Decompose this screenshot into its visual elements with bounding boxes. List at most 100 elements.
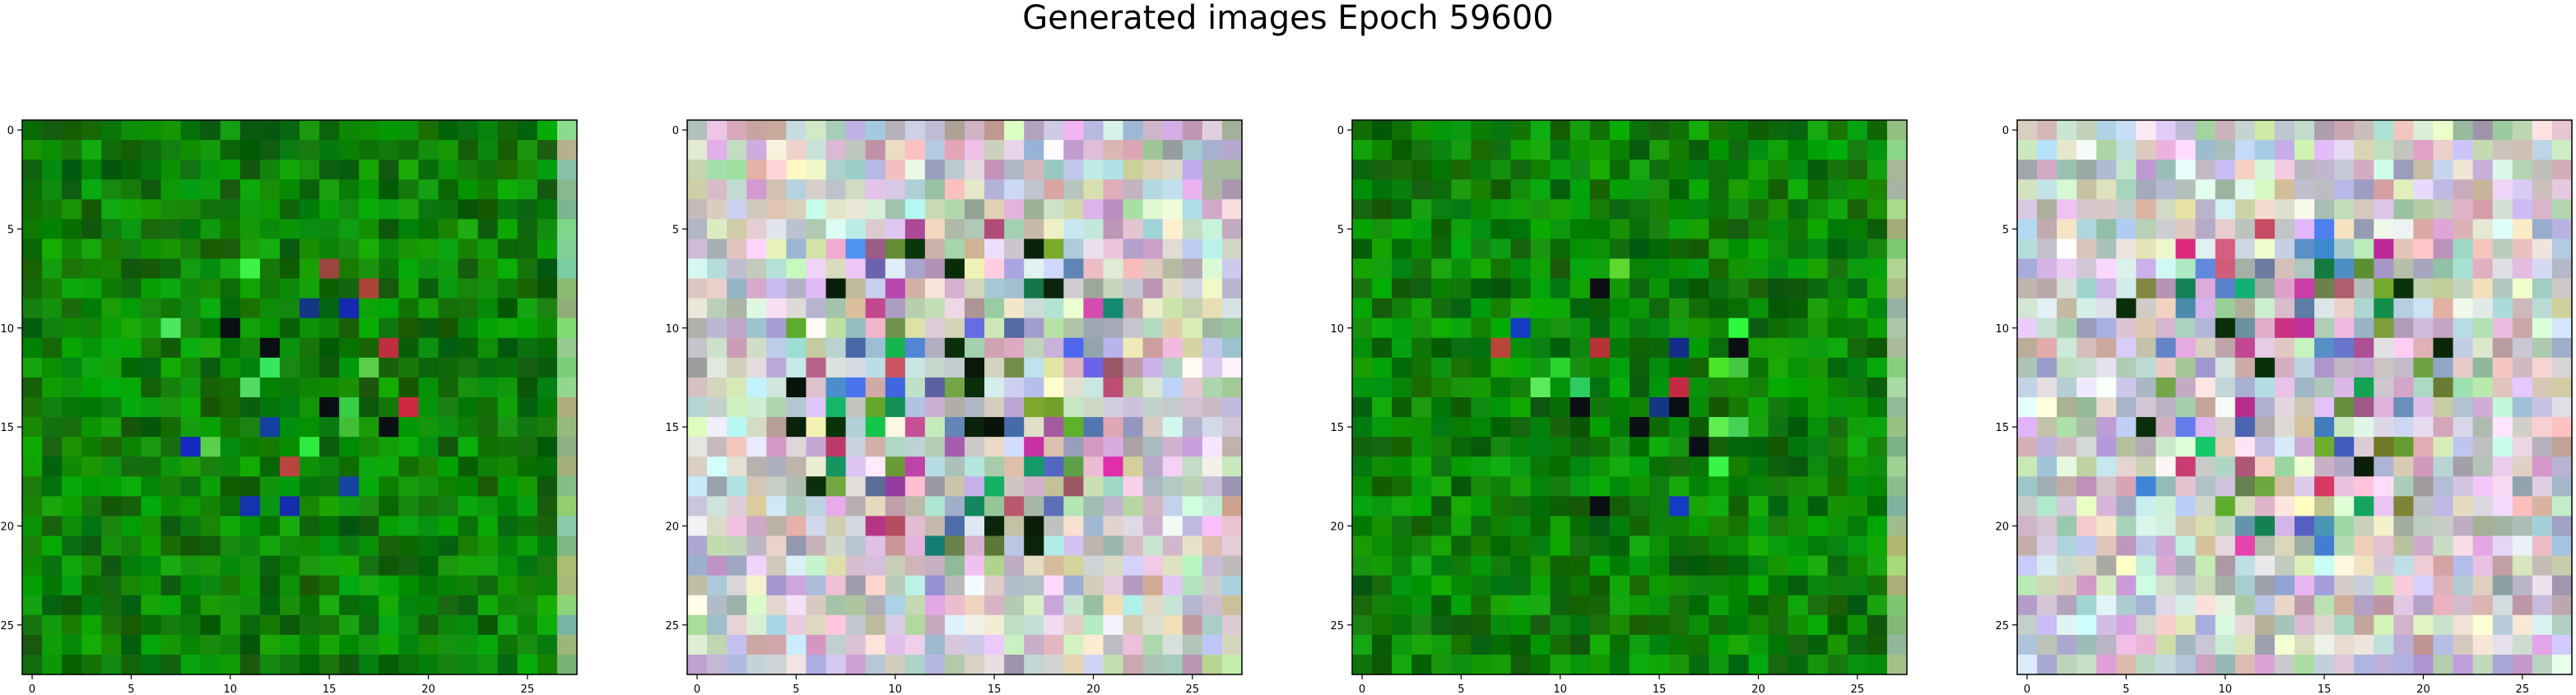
- pixel-cell: [1163, 259, 1183, 280]
- pixel-cell: [161, 160, 182, 180]
- pixel-cell: [2136, 516, 2156, 536]
- pixel-cell: [1163, 358, 1183, 378]
- pixel-cell: [727, 536, 747, 557]
- pixel-cell: [1669, 179, 1690, 200]
- pixel-cell: [1004, 635, 1025, 656]
- pixel-cell: [2096, 456, 2117, 477]
- pixel-cell: [2275, 655, 2295, 675]
- pixel-cell: [965, 456, 985, 477]
- pixel-cell: [2037, 635, 2058, 656]
- pixel-cell: [2513, 437, 2533, 457]
- pixel-cell: [2196, 456, 2216, 477]
- pixel-cell: [81, 496, 102, 517]
- pixel-cell: [2513, 516, 2533, 536]
- pixel-cell: [1808, 496, 1829, 517]
- pixel-cell: [42, 576, 63, 596]
- pixel-cell: [42, 279, 63, 299]
- pixel-cell: [2255, 160, 2276, 180]
- pixel-cell: [121, 378, 142, 398]
- pixel-cell: [2255, 456, 2276, 477]
- pixel-cell: [2196, 615, 2216, 636]
- pixel-cell: [42, 160, 63, 180]
- pixel-cell: [2017, 358, 2038, 378]
- pixel-cell: [2136, 120, 2156, 141]
- pixel-cell: [1004, 259, 1025, 280]
- pixel-cell: [319, 279, 340, 299]
- pixel-cell: [1828, 299, 1848, 319]
- pixel-cell: [2314, 140, 2335, 160]
- pixel-cell: [786, 160, 807, 180]
- pixel-cell: [1669, 378, 1690, 398]
- pixel-cell: [1411, 199, 1432, 220]
- pixel-cell: [221, 338, 241, 359]
- pixel-cell: [2116, 299, 2137, 319]
- pixel-cell: [1788, 179, 1809, 200]
- pixel-cell: [260, 437, 281, 457]
- pixel-cell: [1610, 299, 1630, 319]
- pixel-cell: [300, 160, 320, 180]
- pixel-cell: [240, 456, 261, 477]
- pixel-cell: [1828, 437, 1848, 457]
- pixel-cell: [984, 259, 1005, 280]
- pixel-cell: [1123, 239, 1144, 259]
- pixel-cell: [518, 536, 538, 557]
- pixel-cell: [518, 556, 538, 577]
- pixel-cell: [379, 496, 399, 517]
- pixel-cell: [518, 318, 538, 339]
- pixel-cell: [1044, 179, 1064, 200]
- pixel-cell: [240, 160, 261, 180]
- pixel-cell: [498, 279, 518, 299]
- pixel-cell: [786, 279, 807, 299]
- pixel-cell: [2096, 140, 2117, 160]
- pixel-cell: [806, 120, 826, 141]
- pixel-cell: [439, 378, 459, 398]
- pixel-cell: [2552, 516, 2573, 536]
- pixel-cell: [2374, 378, 2394, 398]
- pixel-cell: [557, 655, 578, 675]
- pixel-cell: [1848, 318, 1868, 339]
- pixel-cell: [1104, 279, 1124, 299]
- pixel-cell: [687, 655, 708, 675]
- pixel-cell: [925, 338, 946, 359]
- pixel-cell: [707, 259, 728, 280]
- pixel-cell: [2255, 556, 2276, 577]
- pixel-cell: [2552, 239, 2573, 259]
- pixel-cell: [1531, 417, 1551, 438]
- pixel-cell: [1769, 160, 1789, 180]
- pixel-cell: [1748, 338, 1769, 359]
- pixel-cell: [2136, 378, 2156, 398]
- pixel-cell: [2393, 239, 2414, 259]
- pixel-cell: [1222, 397, 1243, 418]
- pixel-cell: [537, 219, 558, 239]
- pixel-cell: [2235, 179, 2256, 200]
- pixel-cell: [379, 417, 399, 438]
- pixel-cell: [1590, 378, 1611, 398]
- pixel-cell: [1104, 120, 1124, 141]
- pixel-cell: [2275, 397, 2295, 418]
- pixel-cell: [240, 358, 261, 378]
- x-tick-label: 15: [323, 683, 337, 695]
- pixel-cell: [141, 219, 161, 239]
- pixel-cell: [2057, 615, 2077, 636]
- pixel-cell: [1887, 140, 1908, 160]
- pixel-cell: [1104, 179, 1124, 200]
- pixel-cell: [965, 635, 985, 656]
- pixel-cell: [2374, 496, 2394, 517]
- pixel-cell: [1202, 437, 1223, 457]
- y-tick-label: 15: [665, 422, 679, 434]
- pixel-cell: [2196, 219, 2216, 239]
- pixel-cell: [498, 318, 518, 339]
- pixel-cell: [1848, 655, 1868, 675]
- pixel-cell: [846, 576, 867, 596]
- pixel-cell: [1610, 476, 1630, 497]
- pixel-cell: [905, 397, 926, 418]
- pixel-cell: [1788, 358, 1809, 378]
- pixel-cell: [81, 219, 102, 239]
- x-tick-label: 5: [793, 683, 799, 695]
- pixel-cell: [687, 378, 708, 398]
- pixel-cell: [2017, 120, 2038, 141]
- pixel-cell: [2156, 358, 2177, 378]
- pixel-cell: [2017, 595, 2038, 616]
- pixel-cell: [2413, 397, 2434, 418]
- pixel-cell: [418, 417, 439, 438]
